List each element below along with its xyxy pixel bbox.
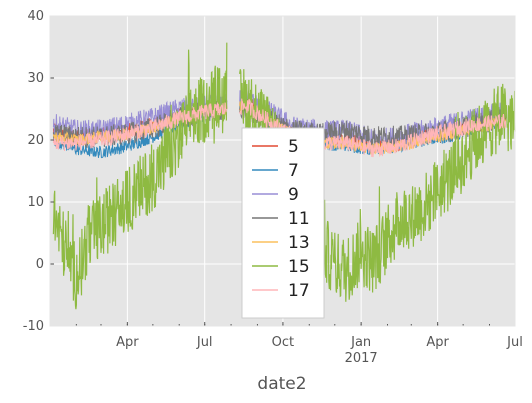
x-tick-label: Apr [116, 335, 139, 350]
x-tick-label: Jan [350, 335, 371, 350]
legend-label: 17 [288, 281, 310, 301]
x-tick-label: Jul [196, 335, 213, 350]
legend: 5 7 9 11 13 15 17 [241, 127, 325, 319]
y-tick-label: 0 [36, 257, 44, 272]
x-tick-label: Oct [272, 335, 294, 350]
legend-box [241, 127, 325, 319]
legend-label: 15 [288, 257, 310, 277]
y-tick-label: 10 [27, 195, 44, 210]
legend-label: 5 [288, 137, 299, 157]
x-axis-title: date2 [257, 374, 306, 394]
legend-label: 11 [288, 209, 310, 229]
legend-label: 7 [288, 161, 299, 181]
x-tick-sublabel: 2017 [345, 351, 378, 366]
legend-label: 9 [288, 185, 299, 205]
x-tick-label: Jul [506, 335, 523, 350]
y-tick-label: 20 [27, 133, 44, 148]
plot-frame [49, 15, 516, 327]
y-tick-label: 30 [27, 71, 44, 86]
y-axis: -10 0 10 20 30 40 [23, 9, 54, 334]
y-tick-label: -10 [23, 319, 44, 334]
y-tick-label: 40 [27, 9, 44, 24]
legend-label: 13 [288, 233, 310, 253]
x-tick-label: Apr [426, 335, 449, 350]
